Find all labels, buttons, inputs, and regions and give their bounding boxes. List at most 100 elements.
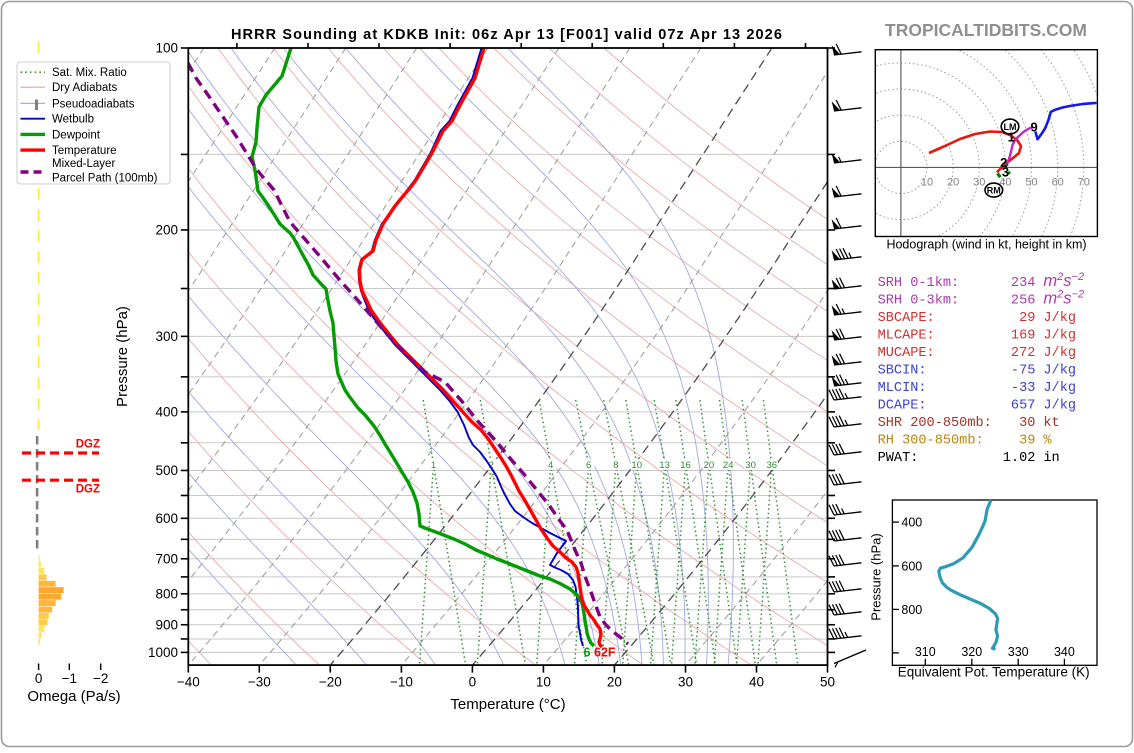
svg-text:1: 1 (431, 460, 436, 471)
svg-text:Wetbulb: Wetbulb (52, 114, 94, 126)
svg-text:RM: RM (987, 186, 1001, 196)
svg-text:1000: 1000 (148, 645, 178, 660)
svg-text:SBCAPE:: SBCAPE: (878, 311, 935, 326)
svg-text:400: 400 (901, 516, 922, 530)
svg-text:400: 400 (155, 405, 178, 420)
svg-text:50: 50 (820, 675, 835, 690)
svg-text:300: 300 (155, 329, 178, 344)
svg-text:310: 310 (915, 645, 936, 659)
svg-text:10: 10 (631, 460, 642, 471)
svg-text:272: 272 (1011, 346, 1035, 361)
svg-text:Temperature: Temperature (52, 145, 117, 157)
svg-text:4: 4 (548, 460, 553, 471)
svg-text:Pressure (hPa): Pressure (hPa) (869, 533, 884, 620)
svg-text:1: 1 (1008, 130, 1015, 145)
svg-text:Parcel Path (100mb): Parcel Path (100mb) (52, 173, 158, 185)
svg-text:J/kg: J/kg (1043, 311, 1076, 326)
svg-text:−30: −30 (248, 675, 271, 690)
svg-text:TROPICALTIDBITS.COM: TROPICALTIDBITS.COM (885, 20, 1087, 40)
svg-text:30: 30 (973, 176, 985, 188)
svg-text:6: 6 (584, 646, 591, 660)
svg-text:PWAT:: PWAT: (878, 451, 919, 466)
svg-text:DGZ: DGZ (76, 439, 100, 451)
svg-text:−2: −2 (93, 671, 108, 686)
svg-text:40: 40 (749, 675, 764, 690)
svg-text:J/kg: J/kg (1043, 329, 1076, 344)
svg-text:SBCIN:: SBCIN: (878, 364, 927, 379)
svg-text:J/kg: J/kg (1043, 364, 1076, 379)
svg-text:in: in (1043, 451, 1059, 466)
svg-text:DCAPE:: DCAPE: (878, 399, 927, 414)
svg-text:Hodograph (wind in kt, height: Hodograph (wind in kt, height in km) (886, 238, 1086, 252)
svg-text:SRH 0-3km:: SRH 0-3km: (878, 294, 960, 309)
svg-text:0: 0 (469, 675, 477, 690)
svg-text:MLCAPE:: MLCAPE: (878, 329, 935, 344)
svg-text:169: 169 (1011, 329, 1035, 344)
svg-text:36: 36 (767, 460, 778, 471)
svg-text:30: 30 (745, 460, 756, 471)
svg-text:256: 256 (1011, 294, 1035, 309)
svg-text:60: 60 (1052, 176, 1064, 188)
svg-text:600: 600 (155, 511, 178, 526)
svg-text:Pressure (hPa): Pressure (hPa) (114, 306, 131, 407)
svg-text:657: 657 (1011, 399, 1035, 414)
svg-text:MLCIN:: MLCIN: (878, 381, 927, 396)
svg-text:10: 10 (921, 176, 933, 188)
svg-text:kt: kt (1043, 416, 1059, 431)
svg-text:800: 800 (155, 587, 178, 602)
svg-text:J/kg: J/kg (1043, 381, 1076, 396)
svg-text:320: 320 (961, 645, 982, 659)
svg-text:−20: −20 (319, 675, 342, 690)
svg-text:Dewpoint: Dewpoint (52, 129, 101, 141)
svg-text:HRRR Sounding at KDKB Init: 06: HRRR Sounding at KDKB Init: 06z Apr 13 [… (231, 27, 783, 43)
svg-text:SRH 0-1km:: SRH 0-1km: (878, 276, 960, 291)
svg-text:DGZ: DGZ (76, 484, 100, 496)
svg-text:24: 24 (723, 460, 734, 471)
svg-text:2: 2 (489, 460, 494, 471)
svg-text:Omega (Pa/s): Omega (Pa/s) (27, 688, 120, 705)
svg-text:500: 500 (155, 463, 178, 478)
svg-text:Mixed-Layer: Mixed-Layer (52, 158, 115, 170)
svg-text:Equivalent Pot. Temperature (K: Equivalent Pot. Temperature (K) (898, 665, 1090, 680)
svg-text:1.02: 1.02 (1003, 451, 1036, 466)
svg-text:−10: −10 (390, 675, 413, 690)
svg-text:0: 0 (35, 671, 43, 686)
svg-text:SHR 200-850mb:: SHR 200-850mb: (878, 416, 992, 431)
svg-text:29: 29 (1019, 311, 1035, 326)
svg-text:62F: 62F (594, 646, 616, 660)
svg-text:Dry Adiabats: Dry Adiabats (52, 82, 117, 94)
svg-text:20: 20 (947, 176, 959, 188)
svg-text:J/kg: J/kg (1043, 346, 1076, 361)
svg-text:40: 40 (999, 176, 1011, 188)
svg-text:200: 200 (155, 223, 178, 238)
svg-text:9: 9 (1030, 119, 1037, 134)
svg-text:50: 50 (1025, 176, 1037, 188)
svg-text:Pseudoadiabats: Pseudoadiabats (52, 98, 135, 110)
svg-text:70: 70 (1078, 176, 1090, 188)
svg-text:330: 330 (1008, 645, 1029, 659)
svg-text:%: % (1043, 434, 1052, 449)
svg-text:LM: LM (1004, 122, 1017, 132)
svg-text:800: 800 (901, 603, 922, 617)
svg-text:Sat. Mix. Ratio: Sat. Mix. Ratio (52, 67, 127, 79)
svg-text:900: 900 (155, 617, 178, 632)
svg-text:-75: -75 (1011, 364, 1035, 379)
svg-text:20: 20 (607, 675, 622, 690)
svg-text:340: 340 (1054, 645, 1075, 659)
svg-text:-33: -33 (1011, 381, 1035, 396)
svg-text:234: 234 (1011, 276, 1035, 291)
svg-text:2: 2 (1000, 155, 1007, 170)
svg-text:30: 30 (1019, 416, 1035, 431)
svg-text:RH 300-850mb:: RH 300-850mb: (878, 434, 984, 449)
svg-text:−1: −1 (62, 671, 77, 686)
svg-text:39: 39 (1019, 434, 1035, 449)
svg-text:13: 13 (659, 460, 670, 471)
svg-text:10: 10 (536, 675, 551, 690)
svg-text:MUCAPE:: MUCAPE: (878, 346, 935, 361)
svg-text:20: 20 (704, 460, 715, 471)
svg-text:30: 30 (678, 675, 693, 690)
svg-text:3: 3 (1002, 165, 1009, 180)
svg-text:16: 16 (680, 460, 691, 471)
svg-text:6: 6 (586, 460, 591, 471)
svg-text:J/kg: J/kg (1043, 399, 1076, 414)
